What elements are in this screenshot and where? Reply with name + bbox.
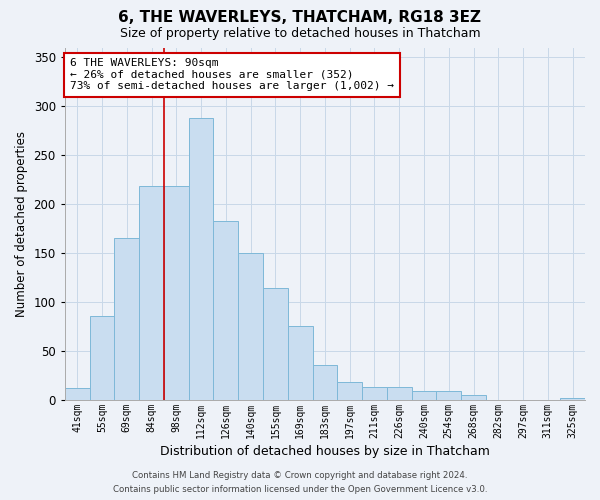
Bar bbox=[461, 394, 486, 400]
Bar bbox=[288, 326, 313, 400]
Bar bbox=[412, 390, 436, 400]
Bar bbox=[188, 118, 214, 400]
Y-axis label: Number of detached properties: Number of detached properties bbox=[15, 130, 28, 316]
Bar bbox=[263, 288, 288, 400]
Text: 6 THE WAVERLEYS: 90sqm
← 26% of detached houses are smaller (352)
73% of semi-de: 6 THE WAVERLEYS: 90sqm ← 26% of detached… bbox=[70, 58, 394, 92]
Text: 6, THE WAVERLEYS, THATCHAM, RG18 3EZ: 6, THE WAVERLEYS, THATCHAM, RG18 3EZ bbox=[119, 10, 482, 25]
Bar bbox=[89, 316, 115, 400]
Bar bbox=[65, 388, 89, 400]
X-axis label: Distribution of detached houses by size in Thatcham: Distribution of detached houses by size … bbox=[160, 444, 490, 458]
Bar bbox=[238, 253, 263, 400]
Bar bbox=[337, 382, 362, 400]
Bar bbox=[387, 387, 412, 400]
Bar bbox=[164, 186, 188, 400]
Bar bbox=[115, 238, 139, 400]
Bar bbox=[436, 390, 461, 400]
Text: Contains HM Land Registry data © Crown copyright and database right 2024.
Contai: Contains HM Land Registry data © Crown c… bbox=[113, 472, 487, 494]
Bar bbox=[313, 366, 337, 400]
Bar bbox=[139, 186, 164, 400]
Bar bbox=[362, 387, 387, 400]
Bar bbox=[560, 398, 585, 400]
Bar bbox=[214, 220, 238, 400]
Text: Size of property relative to detached houses in Thatcham: Size of property relative to detached ho… bbox=[119, 28, 481, 40]
